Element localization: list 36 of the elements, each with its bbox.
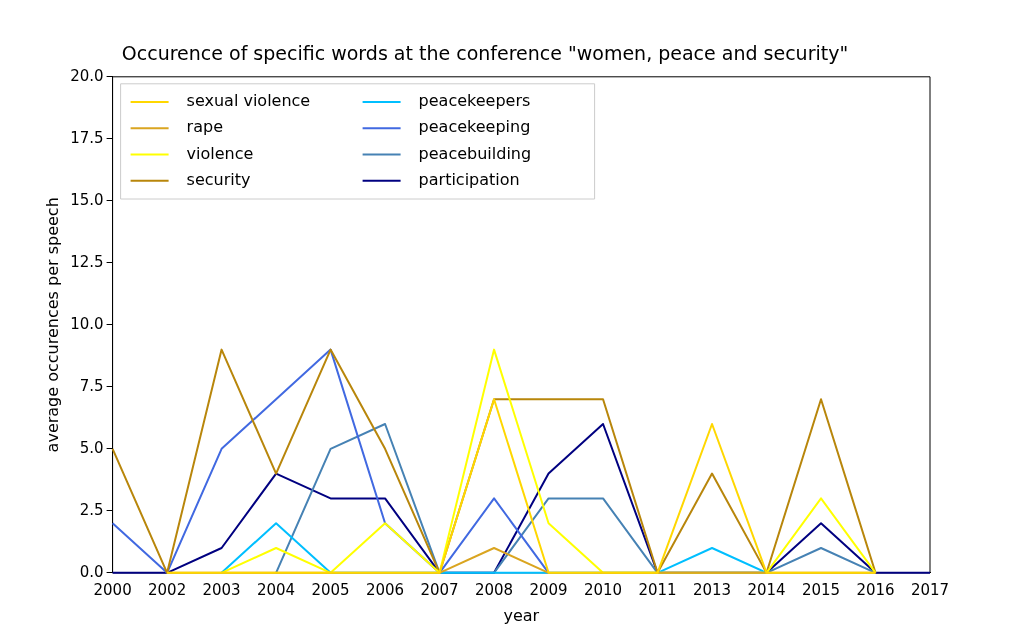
legend-label: peacekeeping	[418, 117, 531, 137]
legend-label: peacekeepers	[418, 91, 531, 111]
y-tick-label: 7.5	[79, 376, 104, 395]
x-tick-label: 2004	[256, 580, 296, 599]
x-tick-label: 2005	[311, 580, 350, 599]
y-tick-label: 17.5	[70, 128, 104, 147]
legend-label: security	[186, 170, 251, 190]
x-tick-label: 2000	[93, 580, 132, 599]
x-tick-label: 2016	[856, 580, 895, 599]
chart-title: Occurence of specific words at the conference "women, peace and security"	[121, 42, 849, 65]
legend-label: participation	[418, 170, 520, 190]
y-axis-title: average occurences per speech	[42, 197, 62, 453]
x-tick-label: 2017	[910, 580, 950, 599]
x-tick-label: 2007	[420, 580, 459, 599]
x-tick-label: 2003	[202, 580, 241, 599]
legend-label: rape	[186, 117, 223, 137]
y-tick-label: 12.5	[70, 252, 104, 271]
x-tick-label: 2008	[474, 580, 514, 599]
y-tick-label: 15.0	[70, 190, 104, 209]
x-tick-label: 2011	[638, 580, 677, 599]
x-axis-title: year	[503, 605, 540, 625]
x-tick-label: 2014	[747, 580, 786, 599]
y-tick-label: 20.0	[70, 66, 104, 85]
y-tick-label: 0.0	[79, 562, 104, 581]
x-tick-label: 2009	[529, 580, 568, 599]
y-tick-label: 5.0	[79, 438, 104, 457]
y-tick-label: 10.0	[70, 314, 104, 333]
legend-label: peacebuilding	[418, 143, 532, 163]
x-tick-label: 2006	[365, 580, 405, 599]
x-tick-label: 2013	[692, 580, 732, 599]
x-tick-label: 2002	[148, 580, 187, 599]
y-tick-label: 2.5	[79, 500, 104, 519]
x-tick-label: 2015	[801, 580, 841, 599]
legend-label: sexual violence	[186, 91, 311, 111]
legend-label: violence	[186, 143, 254, 163]
x-tick-label: 2010	[583, 580, 623, 599]
